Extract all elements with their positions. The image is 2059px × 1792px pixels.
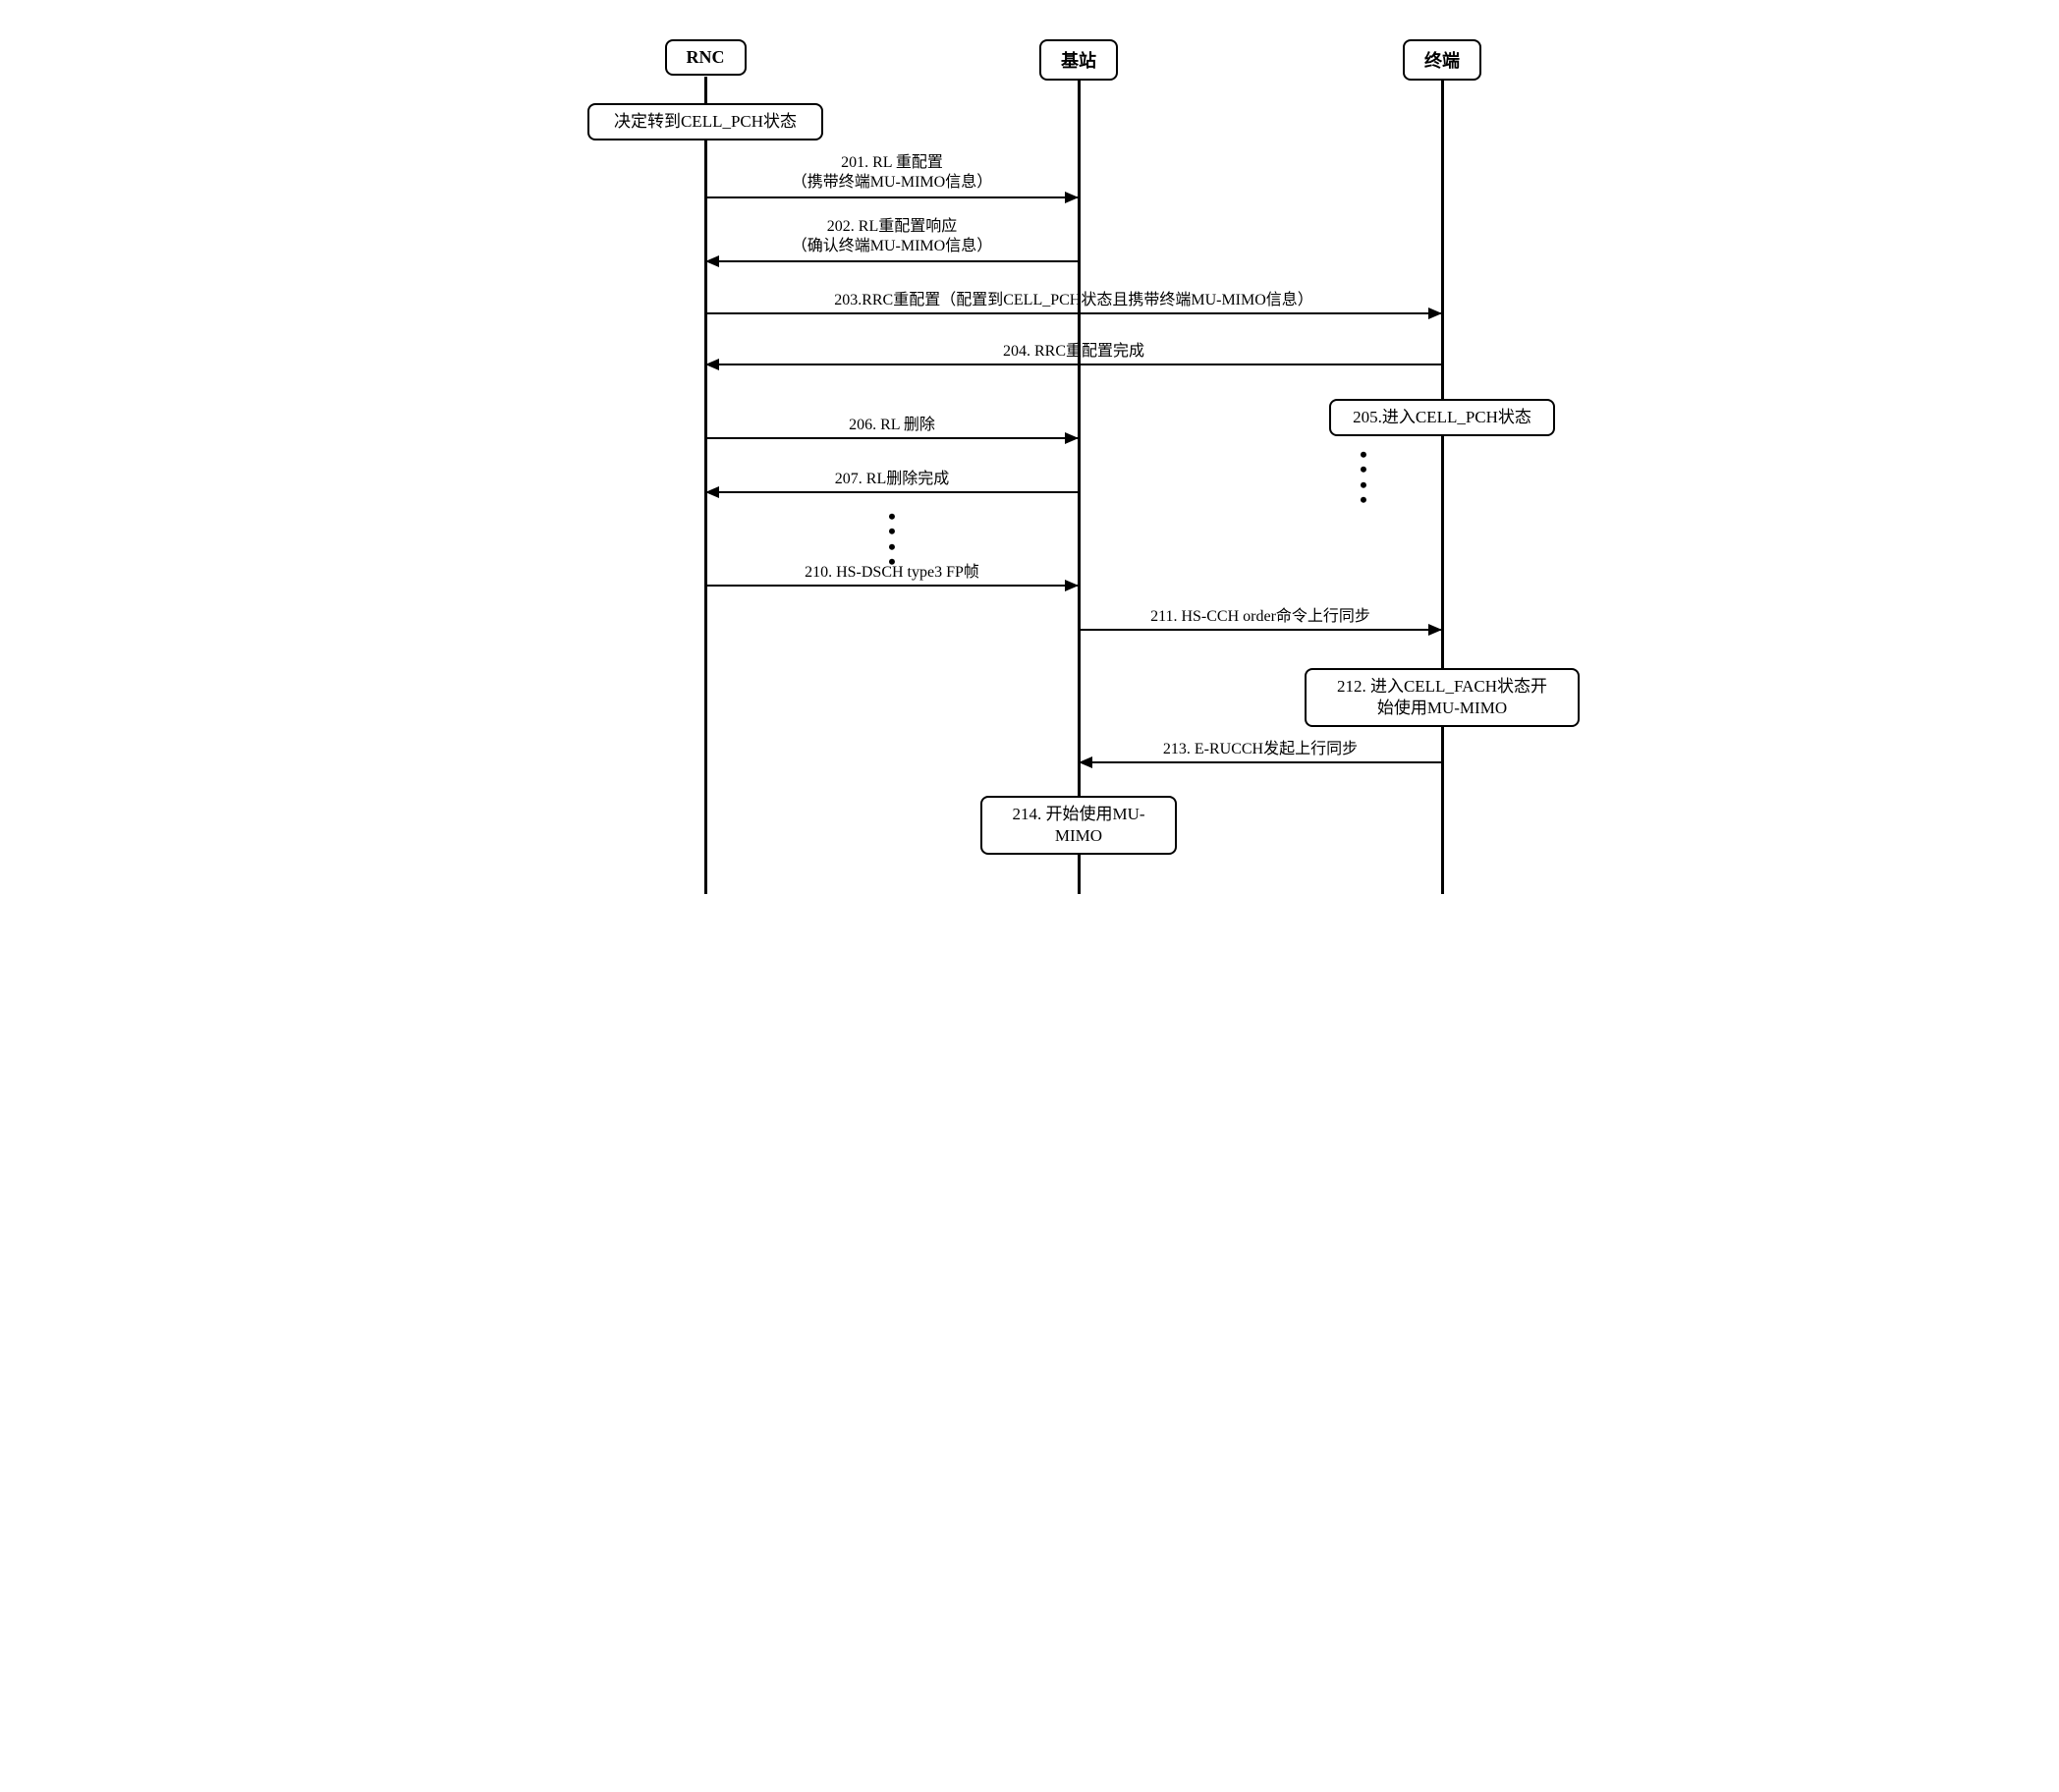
message-label: 211. HS-CCH order命令上行同步: [1079, 607, 1442, 627]
sequence-diagram: RNC基站终端决定转到CELL_PCH状态205.进入CELL_PCH状态212…: [538, 39, 1521, 894]
actor-bs: 基站: [1039, 39, 1118, 81]
actor-ue: 终端: [1403, 39, 1481, 81]
message-label: 202. RL重配置响应（确认终端MU-MIMO信息）: [705, 217, 1079, 256]
ellipsis-0: ••••: [882, 509, 902, 570]
actor-rnc: RNC: [665, 39, 747, 76]
ellipsis-1: ••••: [1354, 447, 1373, 508]
message-label: 204. RRC重配置完成: [705, 342, 1442, 362]
lifeline-ue: [1441, 77, 1444, 894]
message-label: 203.RRC重配置（配置到CELL_PCH状态且携带终端MU-MIMO信息）: [705, 291, 1442, 310]
message-label: 206. RL 删除: [705, 416, 1079, 435]
message-label: 201. RL 重配置（携带终端MU-MIMO信息）: [705, 153, 1079, 193]
message-label: 207. RL删除完成: [705, 470, 1079, 489]
note-n212: 212. 进入CELL_FACH状态开始使用MU-MIMO: [1305, 668, 1580, 727]
note-n214: 214. 开始使用MU-MIMO: [980, 796, 1177, 855]
message-label: 213. E-RUCCH发起上行同步: [1079, 740, 1442, 759]
note-n0: 决定转到CELL_PCH状态: [587, 103, 823, 140]
note-n205: 205.进入CELL_PCH状态: [1329, 399, 1555, 436]
